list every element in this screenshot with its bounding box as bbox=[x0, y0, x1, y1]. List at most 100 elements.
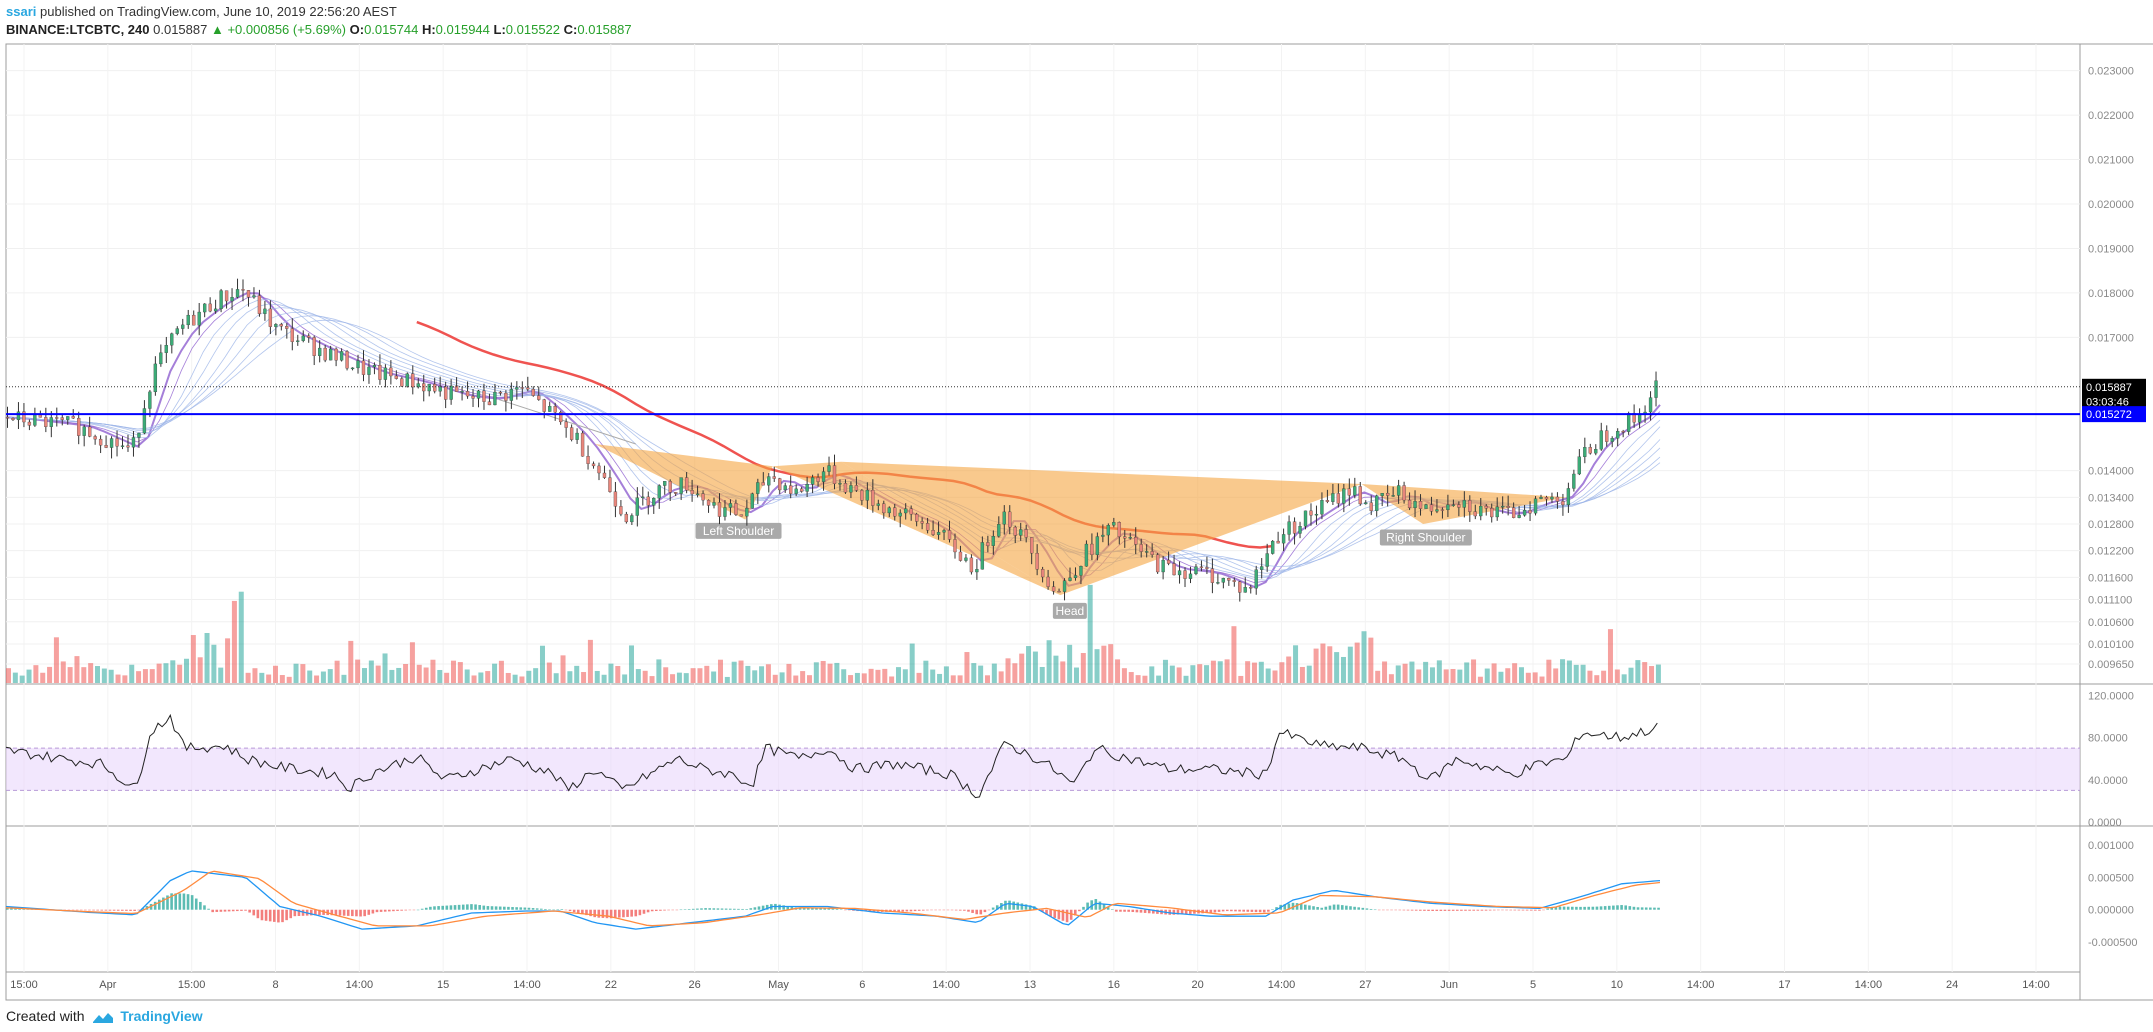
macd-histogram-bar bbox=[950, 909, 954, 911]
macd-histogram-bar bbox=[1640, 907, 1644, 910]
candle-body bbox=[487, 401, 492, 406]
volume-bar bbox=[74, 656, 80, 683]
candle-body bbox=[1375, 495, 1379, 511]
macd-histogram-bar bbox=[207, 908, 210, 910]
candle-body bbox=[71, 416, 75, 419]
macd-histogram-bar bbox=[942, 909, 946, 911]
volume-bar bbox=[964, 652, 970, 683]
macd-histogram-bar bbox=[1550, 907, 1554, 910]
macd-histogram-bar bbox=[338, 909, 342, 916]
macd-histogram-bar bbox=[696, 908, 699, 910]
macd-histogram-bar bbox=[1649, 907, 1652, 910]
macd-histogram-bar bbox=[1106, 906, 1110, 910]
volume-bar bbox=[628, 645, 634, 683]
macd-histogram-bar bbox=[728, 908, 732, 910]
macd-histogram-bar bbox=[1505, 909, 1508, 911]
volume-bar bbox=[635, 669, 641, 683]
candle-body bbox=[1046, 576, 1050, 587]
symbol-name[interactable]: BINANCE:LTCBTC, 240 bbox=[6, 22, 150, 37]
candle-body bbox=[383, 367, 388, 380]
volume-bar bbox=[1635, 660, 1641, 683]
macd-histogram-bar bbox=[1041, 909, 1044, 912]
annotation-label: Left Shoulder bbox=[703, 524, 774, 538]
brand-link[interactable]: TradingView bbox=[120, 1008, 203, 1024]
price-tick-label: 0.010600 bbox=[2088, 617, 2134, 629]
macd-histogram-bar bbox=[236, 909, 239, 912]
candle-body bbox=[1139, 544, 1143, 552]
volume-bar bbox=[820, 660, 826, 683]
candle-body bbox=[761, 482, 765, 486]
volume-bar bbox=[1498, 671, 1504, 683]
volume-bar bbox=[1224, 659, 1230, 683]
macd-histogram-bar bbox=[1246, 909, 1250, 912]
volume-bar bbox=[334, 660, 340, 683]
macd-histogram-bar bbox=[683, 909, 687, 910]
macd-histogram-bar bbox=[552, 909, 555, 911]
rsi-tick-label: 80.0000 bbox=[2088, 733, 2128, 745]
volume-bar bbox=[848, 675, 854, 683]
candle-body bbox=[794, 488, 798, 494]
candle-body bbox=[816, 477, 820, 482]
macd-histogram-bar bbox=[1435, 909, 1439, 911]
candle-body bbox=[997, 524, 1001, 537]
macd-histogram-bar bbox=[211, 909, 214, 913]
macd-histogram-bar bbox=[1225, 909, 1229, 912]
macd-histogram-bar bbox=[22, 908, 26, 910]
candle-body bbox=[208, 303, 212, 312]
volume-bar bbox=[587, 639, 593, 683]
macd-histogram-bar bbox=[1213, 909, 1217, 913]
candle-body bbox=[1429, 504, 1434, 512]
volume-bar bbox=[1642, 662, 1648, 683]
candle-body bbox=[674, 492, 678, 494]
macd-histogram-bar bbox=[1636, 907, 1640, 910]
volume-bar bbox=[67, 667, 73, 683]
price-label-bg bbox=[2082, 406, 2146, 423]
volume-bar bbox=[293, 663, 299, 683]
time-tick-label: 16 bbox=[1108, 979, 1120, 991]
candle-body bbox=[1309, 510, 1313, 516]
macd-histogram-bar bbox=[1369, 908, 1373, 910]
volume-bar bbox=[1580, 664, 1586, 683]
candle-body bbox=[60, 417, 64, 420]
candle-body bbox=[865, 489, 870, 501]
volume-bar bbox=[546, 662, 552, 683]
volume-bar bbox=[991, 663, 997, 683]
candle-body bbox=[827, 465, 831, 472]
candle-body bbox=[602, 472, 607, 478]
macd-histogram-bar bbox=[1152, 909, 1155, 914]
candle-body bbox=[137, 432, 141, 438]
candle-body bbox=[860, 490, 864, 501]
annotation-label-bg bbox=[1379, 529, 1472, 546]
candle-body bbox=[947, 530, 952, 540]
volume-bar bbox=[1402, 663, 1408, 683]
macd-histogram-bar bbox=[1419, 909, 1422, 911]
candle-body bbox=[1336, 493, 1341, 504]
volume-bar bbox=[1361, 631, 1367, 683]
macd-histogram-bar bbox=[1098, 901, 1102, 910]
macd-histogram-bar bbox=[116, 909, 120, 911]
macd-histogram-bar bbox=[852, 909, 855, 911]
time-tick-label: 17 bbox=[1778, 979, 1790, 991]
volume-bar bbox=[642, 670, 648, 683]
volume-bar bbox=[163, 663, 169, 683]
candle-body bbox=[778, 478, 782, 491]
macd-histogram-bar bbox=[589, 909, 592, 917]
volume-bar bbox=[1299, 666, 1305, 683]
candle-body bbox=[531, 388, 535, 396]
macd-histogram-bar bbox=[342, 909, 346, 916]
macd-histogram-bar bbox=[1361, 907, 1365, 910]
macd-histogram-bar bbox=[420, 908, 424, 910]
volume-bar bbox=[389, 669, 395, 683]
macd-histogram-bar bbox=[1525, 909, 1529, 911]
candle-body bbox=[312, 337, 316, 356]
author-name[interactable]: ssari bbox=[6, 4, 37, 19]
volume-bar bbox=[560, 655, 566, 683]
candle-body bbox=[652, 498, 656, 506]
macd-histogram-bar bbox=[1492, 909, 1496, 911]
macd-histogram-bar bbox=[1275, 907, 1278, 910]
volume-bar bbox=[793, 675, 799, 683]
volume-bar bbox=[1450, 668, 1456, 683]
macd-histogram-bar bbox=[1045, 909, 1048, 915]
pattern-left-shoulder bbox=[594, 444, 773, 520]
